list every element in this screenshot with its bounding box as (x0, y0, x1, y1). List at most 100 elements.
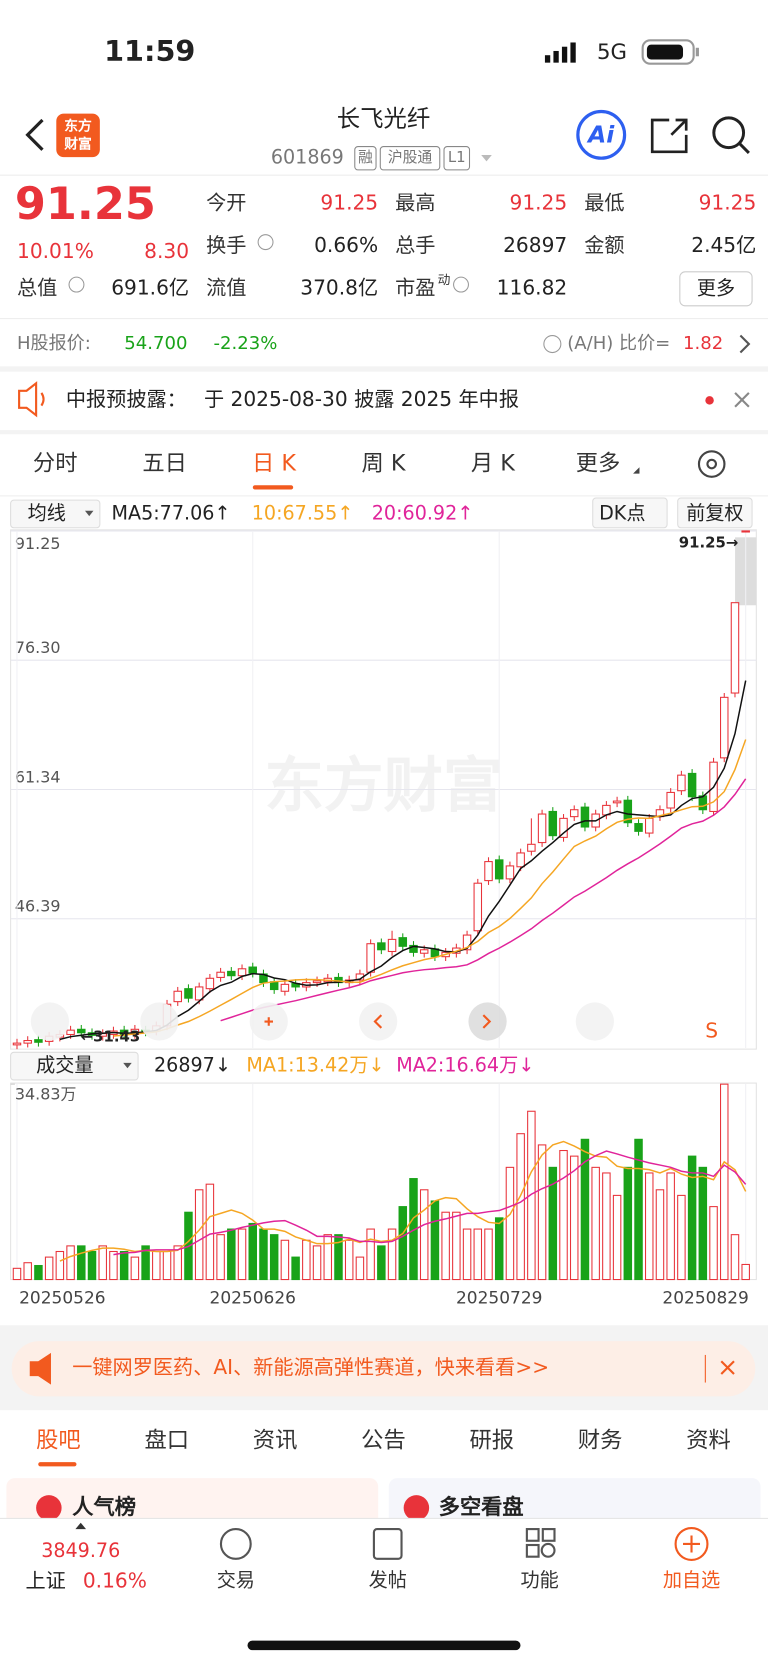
change: 8.30 (144, 239, 189, 263)
volume-bar (452, 1211, 461, 1281)
close-notice[interactable] (734, 392, 750, 408)
volume-bar (269, 1234, 279, 1281)
volume-bar (730, 1234, 740, 1281)
candle-body (580, 806, 590, 828)
tab[interactable]: 分时 (33, 451, 78, 477)
share-button[interactable] (650, 118, 688, 154)
more-button[interactable] (679, 271, 753, 307)
nav-item[interactable]: 功能 (520, 1569, 558, 1592)
candle-body (237, 968, 247, 977)
dot (705, 396, 714, 405)
ratio-label: (A/H) 比价= (567, 333, 670, 354)
candle-body (473, 882, 483, 932)
vol-select[interactable] (10, 1051, 139, 1081)
nav-icons[interactable] (219, 1526, 709, 1561)
ma10-line (113, 739, 747, 1037)
volume-bar (677, 1194, 686, 1281)
volume-bar (709, 1206, 718, 1281)
candle-body (194, 986, 204, 1001)
candle-body (12, 1042, 22, 1046)
tab-indicator (252, 485, 294, 490)
bottom-tab[interactable]: 研报 (470, 1427, 515, 1453)
candle-body (269, 981, 279, 991)
tab[interactable]: 周 K (361, 451, 406, 477)
vol-ma10-line (113, 1150, 747, 1256)
dk-button[interactable] (592, 497, 668, 529)
ad-text: 一键网罗医药、AI、新能源高弹性赛道，快来看看>> (72, 1355, 549, 1379)
back-button[interactable] (25, 118, 44, 151)
adjust-label: 前复权 (686, 501, 743, 524)
candle-body (623, 799, 633, 824)
candle-body (687, 772, 697, 798)
notice-label: 中报预披露： (66, 387, 187, 411)
chart-controls (30, 1002, 614, 1041)
settings-icon[interactable] (697, 450, 726, 478)
volume-bar (323, 1234, 333, 1281)
volume-bar (77, 1245, 86, 1281)
candle-body (398, 937, 408, 947)
bottom-tab[interactable]: 资料 (686, 1427, 731, 1453)
ad-close[interactable] (720, 1360, 735, 1375)
candle-body (516, 852, 525, 868)
tab[interactable]: 更多 (576, 451, 621, 477)
tab[interactable]: 五日 (142, 451, 187, 477)
field-value: 691.6亿 (111, 275, 189, 299)
watermark: 东方财富 (265, 752, 503, 821)
candle-body (173, 990, 182, 1003)
field-label: 总值 (17, 275, 57, 299)
card-title: 多空看盘 (439, 1494, 524, 1520)
ad-banner[interactable] (11, 1341, 756, 1397)
candle-body (494, 859, 504, 880)
ai-button[interactable] (576, 109, 627, 160)
field-value: 91.25 (510, 190, 568, 214)
volume-bar (494, 1217, 504, 1281)
candle-body (227, 970, 236, 977)
field-sup: 动 (438, 273, 451, 288)
candle-body (23, 1040, 32, 1044)
volume-bar (291, 1256, 300, 1281)
volume-bar (720, 1083, 729, 1281)
candle-body (366, 943, 375, 973)
adjust-button[interactable] (677, 497, 753, 529)
chevron[interactable] (739, 334, 751, 354)
volume-bar (441, 1211, 450, 1281)
caret (123, 1062, 132, 1069)
volume-bar (430, 1200, 440, 1281)
hshare-pct: -2.23% (214, 333, 278, 354)
dropdown[interactable] (481, 155, 492, 162)
candle-body (184, 988, 193, 999)
tab[interactable]: 日 K (252, 451, 297, 477)
card-icon (403, 1495, 430, 1521)
ma-select[interactable] (10, 499, 101, 529)
x-tick-label: 20250626 (210, 1289, 296, 1309)
bottom-tab[interactable]: 资讯 (253, 1427, 298, 1453)
tab[interactable]: 月 K (471, 451, 516, 477)
volume-bar (34, 1264, 43, 1281)
search-button[interactable] (712, 116, 750, 154)
index-name: 上证 (25, 1569, 65, 1593)
volume-bar (227, 1228, 236, 1281)
logo (56, 113, 100, 158)
nav-item[interactable]: 加自选 (663, 1569, 720, 1592)
candle-body (377, 942, 386, 951)
volume-bar (741, 1263, 750, 1281)
bottom-tab[interactable]: 盘口 (144, 1427, 189, 1453)
nav-item[interactable]: 交易 (217, 1569, 255, 1592)
battery-icon (641, 39, 699, 65)
volume-bar (419, 1189, 429, 1281)
volume-bar (505, 1166, 515, 1281)
candle-body (77, 1028, 86, 1034)
ma5-label: MA5:77.06↑ (112, 501, 231, 524)
volume-bar (259, 1228, 268, 1281)
speaker-icon (18, 381, 45, 418)
bottom-tab[interactable]: 公告 (361, 1427, 406, 1453)
nav-item[interactable]: 发帖 (369, 1569, 407, 1592)
volume-bar (12, 1267, 22, 1281)
control-icons[interactable] (264, 1014, 492, 1029)
bottom-tab[interactable]: 财务 (578, 1427, 623, 1453)
bottom-tab[interactable]: 股吧 (36, 1427, 81, 1453)
volume-bar (377, 1245, 386, 1281)
volume-bar (205, 1183, 215, 1281)
v-tick-label: 34.83万 (15, 1084, 77, 1103)
